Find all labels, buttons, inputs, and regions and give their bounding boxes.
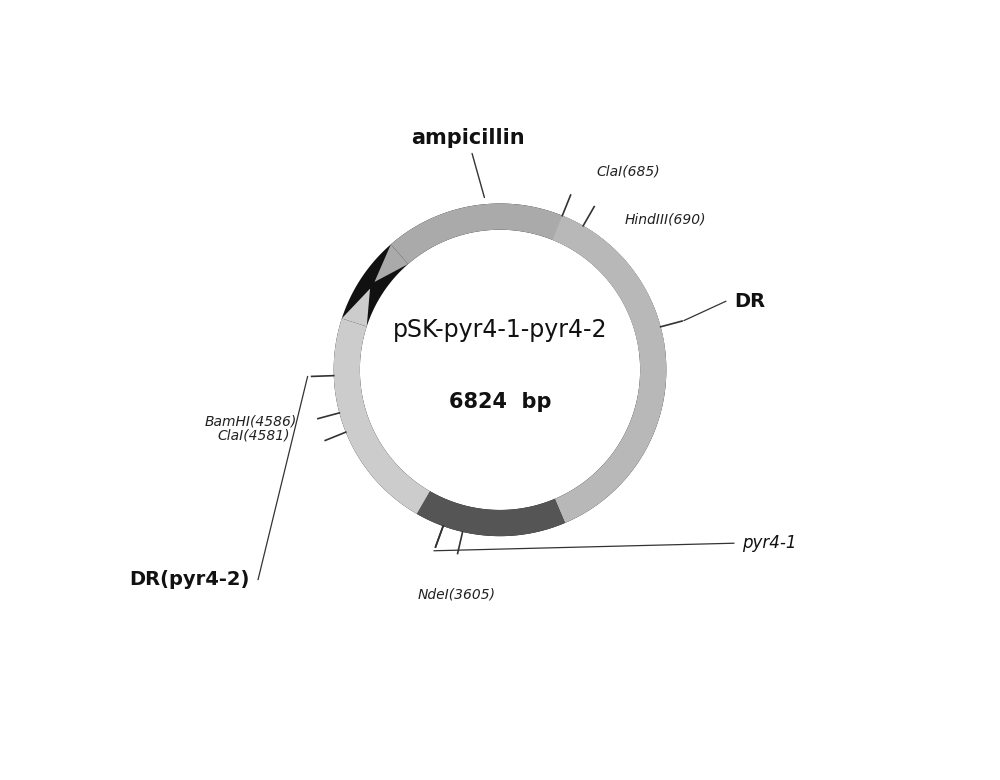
Text: ClaI(4581): ClaI(4581) xyxy=(217,429,290,443)
Polygon shape xyxy=(391,204,665,350)
Text: DR: DR xyxy=(734,292,765,310)
Text: ampicillin: ampicillin xyxy=(411,128,525,197)
Polygon shape xyxy=(334,318,430,514)
Polygon shape xyxy=(417,491,565,536)
Polygon shape xyxy=(552,215,666,523)
Text: HindIII(690): HindIII(690) xyxy=(624,212,706,226)
Text: 6824  bp: 6824 bp xyxy=(449,392,551,412)
Text: DR(pyr4-2): DR(pyr4-2) xyxy=(130,570,250,589)
Text: ClaI(685): ClaI(685) xyxy=(596,164,660,178)
Text: BamHI(4586): BamHI(4586) xyxy=(205,415,297,429)
Text: pSK-pyr4-1-pyr4-2: pSK-pyr4-1-pyr4-2 xyxy=(393,317,607,342)
Polygon shape xyxy=(374,244,408,282)
Text: pyr4-1: pyr4-1 xyxy=(742,534,796,552)
Polygon shape xyxy=(334,204,666,536)
Text: NdeI(3605): NdeI(3605) xyxy=(418,587,496,601)
Polygon shape xyxy=(342,289,370,327)
